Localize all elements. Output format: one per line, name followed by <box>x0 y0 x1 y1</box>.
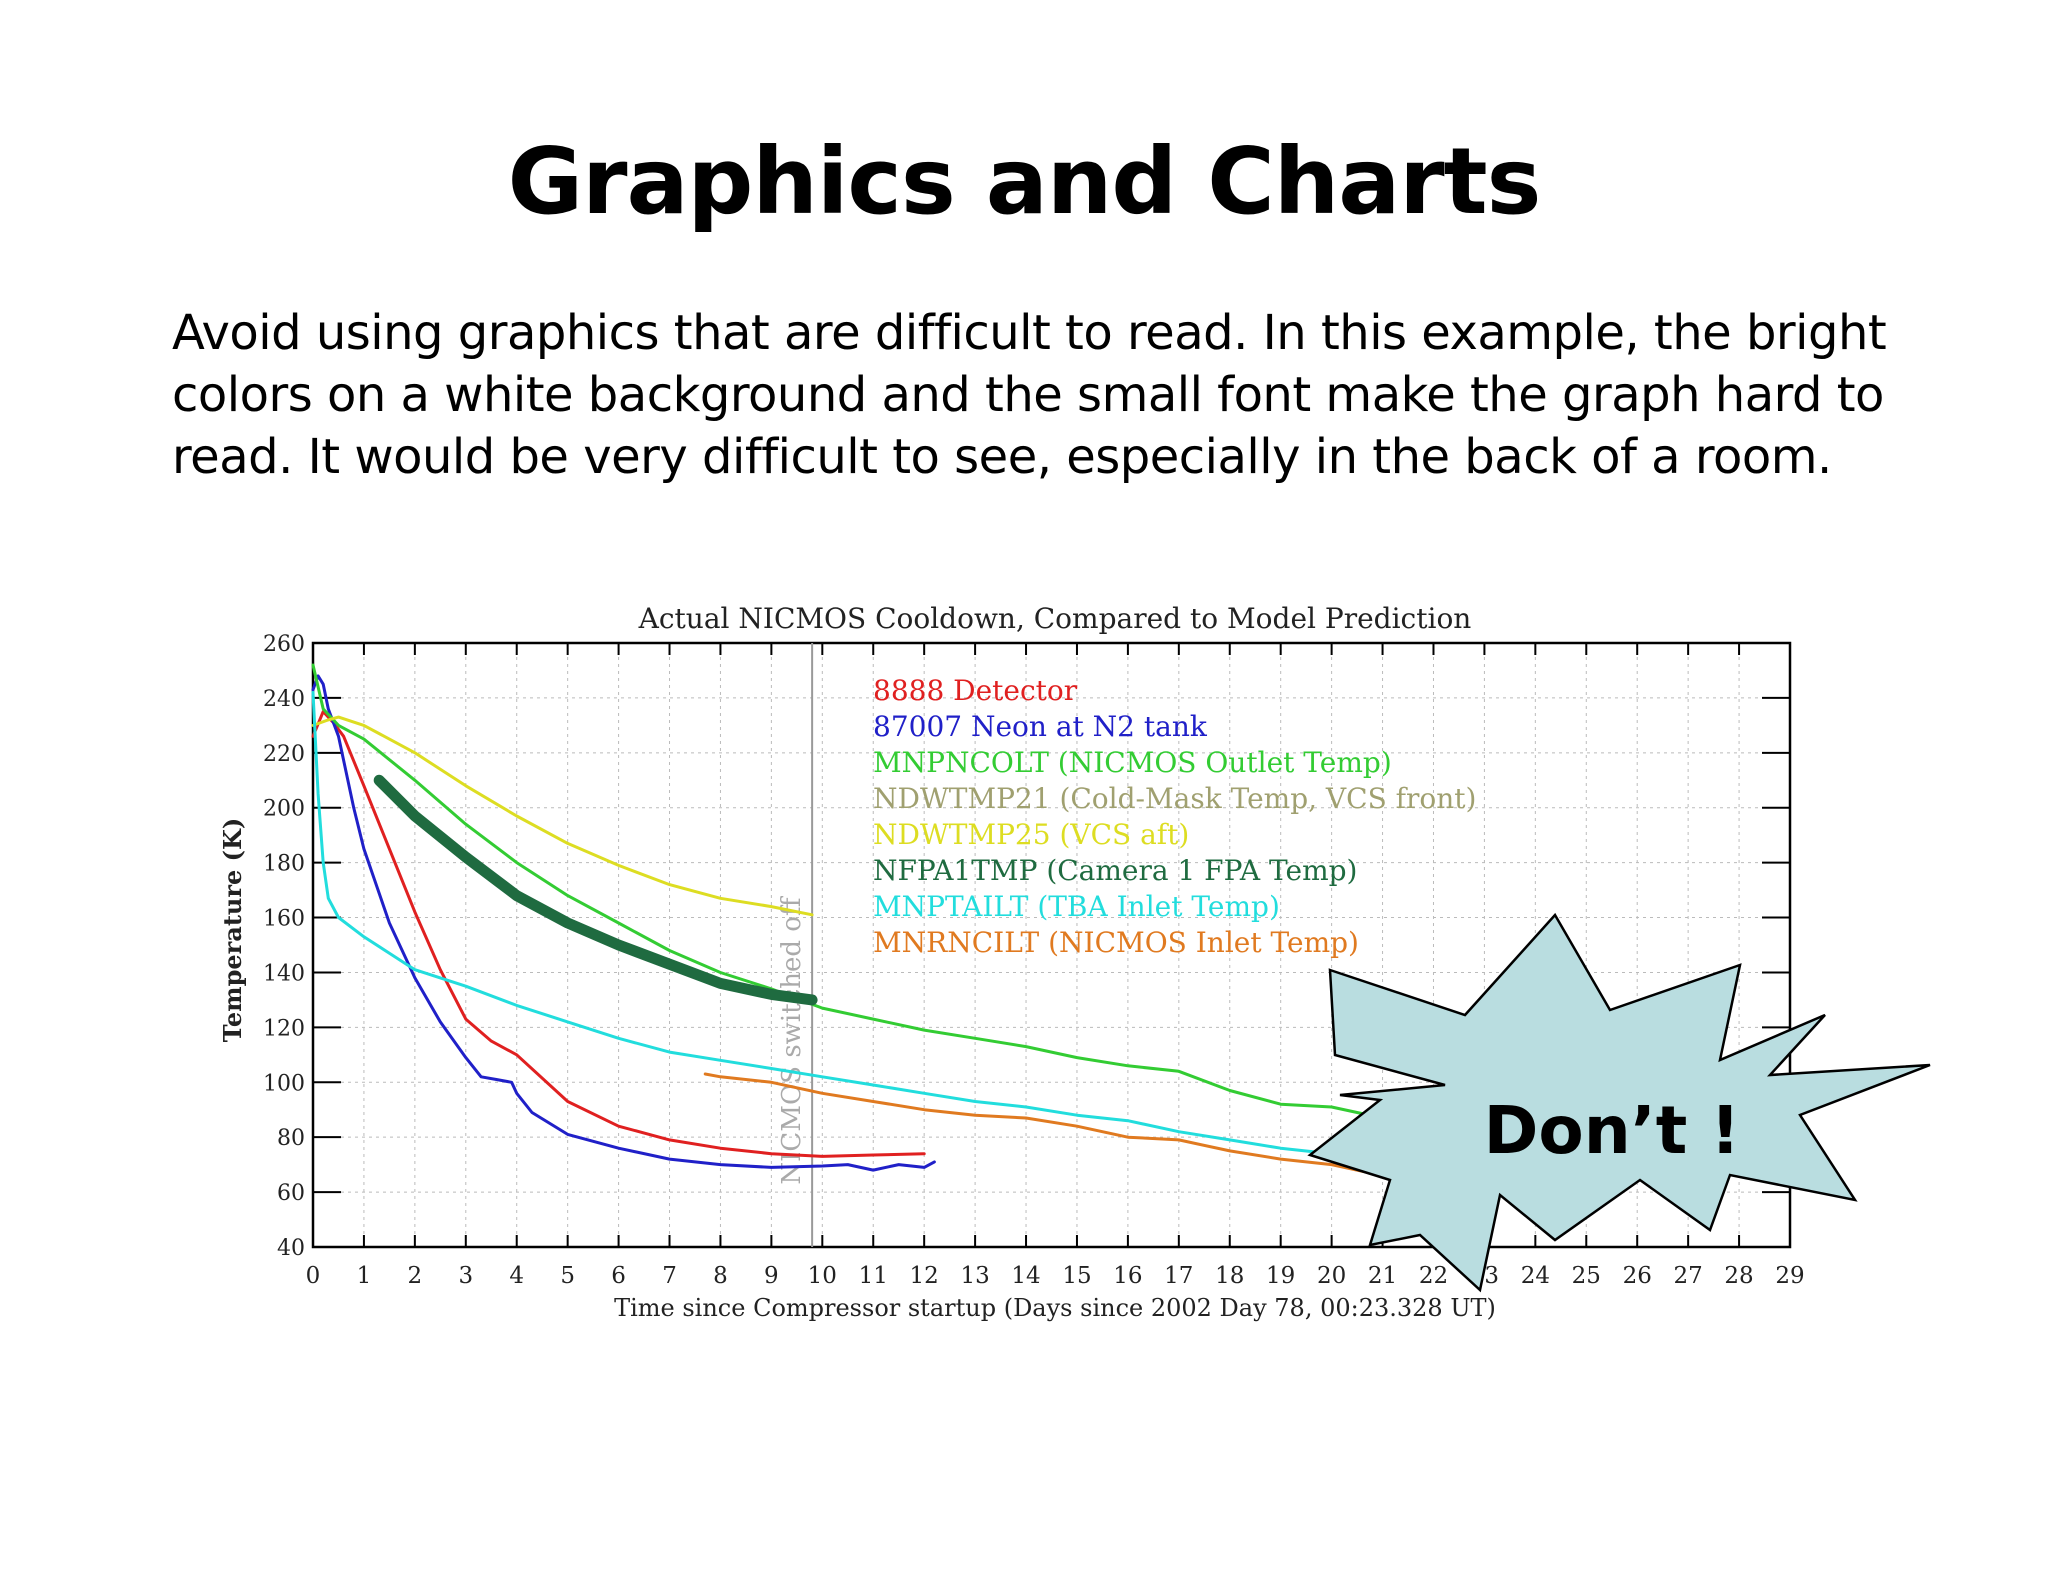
series-line <box>311 715 814 917</box>
x-tick-label: 19 <box>1266 1263 1295 1289</box>
y-tick-label: 160 <box>263 907 305 932</box>
y-tick-label: 260 <box>263 632 305 657</box>
y-tick-label: 200 <box>263 797 305 822</box>
x-tick-label: 3 <box>458 1263 473 1289</box>
x-tick-label: 2 <box>408 1263 423 1289</box>
x-tick-label: 1 <box>357 1263 372 1289</box>
x-tick-label: 17 <box>1164 1263 1193 1289</box>
x-tick-label: 14 <box>1011 1263 1040 1289</box>
y-tick-label: 100 <box>263 1071 305 1096</box>
legend-entry: MNPTAILT (TBA Inlet Temp) <box>873 890 1280 923</box>
x-tick-label: 22 <box>1419 1263 1448 1289</box>
x-tick-label: 10 <box>808 1263 837 1289</box>
x-tick-label: 26 <box>1623 1263 1652 1289</box>
y-tick-label: 120 <box>263 1016 305 1041</box>
x-tick-label: 25 <box>1572 1263 1601 1289</box>
chart-title: Actual NICMOS Cooldown, Compared to Mode… <box>638 602 1472 635</box>
x-tick-label: 4 <box>509 1263 524 1289</box>
x-tick-label: 6 <box>611 1263 626 1289</box>
legend-entry: 87007 Neon at N2 tank <box>873 710 1208 743</box>
legend-entry: MNPNCOLT (NICMOS Outlet Temp) <box>873 746 1392 779</box>
body-line: colors on a white background and the sma… <box>172 367 1884 423</box>
dont-callout-starburst: Don’t ! <box>1307 912 1931 1293</box>
x-tick-label: 27 <box>1673 1263 1702 1289</box>
series-line <box>373 774 818 1006</box>
chart-series <box>311 663 1435 1178</box>
x-axis-label: Time since Compressor startup (Days sinc… <box>614 1294 1496 1322</box>
x-tick-label: 0 <box>306 1263 321 1289</box>
x-tick-label: 7 <box>662 1263 677 1289</box>
legend-entry: MNRNCILT (NICMOS Inlet Temp) <box>873 926 1359 959</box>
series-line <box>311 710 926 1158</box>
plot-frame <box>311 641 1792 1249</box>
switch-off-label: NICMOS switched off <box>777 895 807 1185</box>
x-tick-label: 18 <box>1215 1263 1244 1289</box>
x-tick-label: 24 <box>1521 1263 1550 1289</box>
y-tick-label: 140 <box>263 961 305 986</box>
legend-entry: NDWTMP25 (VCS aft) <box>873 818 1189 851</box>
series-line <box>311 690 1359 1156</box>
x-tick-label: 12 <box>910 1263 939 1289</box>
x-tick-label: 16 <box>1113 1263 1142 1289</box>
y-tick-label: 240 <box>263 687 305 712</box>
y-tick-label: 180 <box>263 852 305 877</box>
chart-axes: 0 1 2 3 4 5 6 7 8 9 10 11 12 13 14 15 16 17 18 19 20 21 22 23 24… <box>263 632 1805 1289</box>
series-line <box>311 674 936 1172</box>
y-axis-label: Temperature (K) <box>218 818 247 1042</box>
slide-body-text: Avoid using graphics that are difficult … <box>172 302 1892 488</box>
callout-text: Don’t ! <box>1484 1092 1741 1169</box>
y-tick-label: 40 <box>277 1236 305 1261</box>
series-line <box>311 663 1435 1128</box>
y-tick-label: 220 <box>263 742 305 767</box>
chart-annotation: NICMOS switched off <box>777 643 814 1247</box>
x-tick-label: 15 <box>1062 1263 1091 1289</box>
x-tick-label: 11 <box>859 1263 888 1289</box>
slide-title: Graphics and Charts <box>507 128 1542 235</box>
y-tick-label: 60 <box>277 1181 305 1206</box>
body-line: read. It would be very difficult to see,… <box>172 429 1832 485</box>
x-tick-label: 28 <box>1724 1263 1753 1289</box>
legend-entry: NDWTMP21 (Cold-Mask Temp, VCS front) <box>873 782 1476 815</box>
x-tick-label: 29 <box>1775 1263 1804 1289</box>
x-tick-label: 9 <box>764 1263 779 1289</box>
y-tick-label: 80 <box>277 1126 305 1151</box>
legend-entry: NFPA1TMP (Camera 1 FPA Temp) <box>873 854 1357 887</box>
x-tick-label: 13 <box>960 1263 989 1289</box>
starburst-shape <box>1307 912 1931 1293</box>
series-line <box>703 1072 1385 1178</box>
x-tick-label: 20 <box>1317 1263 1346 1289</box>
legend-entry: 8888 Detector <box>873 674 1078 707</box>
x-tick-label: 5 <box>560 1263 575 1289</box>
x-tick-label: 8 <box>713 1263 728 1289</box>
body-line: Avoid using graphics that are difficult … <box>172 305 1887 361</box>
x-tick-label: 21 <box>1368 1263 1397 1289</box>
